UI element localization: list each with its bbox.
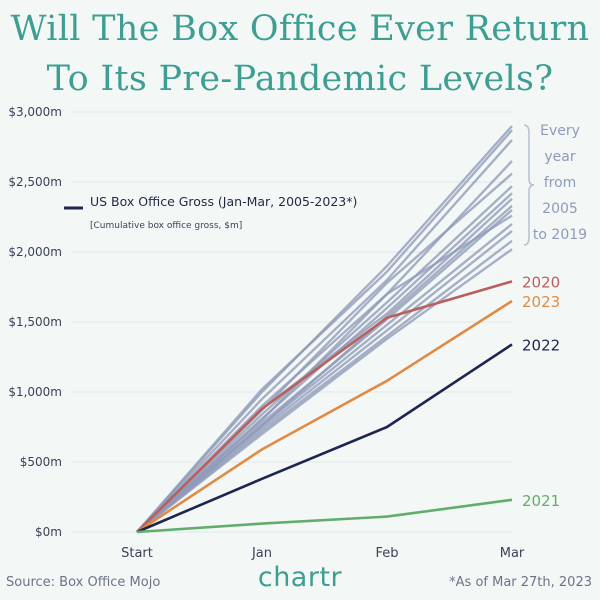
x-tick-label: Mar — [500, 546, 525, 561]
bracket-label-line: to 2019 — [533, 227, 587, 243]
series-line-2022 — [136, 343, 513, 534]
y-tick-label: $1,000m — [8, 385, 62, 399]
bracket — [523, 124, 535, 246]
chartr-logo: chartr — [257, 562, 343, 593]
series-label-2020: 2020 — [522, 273, 560, 291]
bracket-label-line: year — [544, 149, 575, 165]
title-line-1: Will The Box Office Ever Return — [10, 9, 590, 49]
series-line-2020 — [136, 280, 513, 533]
chart-title: Will The Box Office Ever Return To Its P… — [0, 4, 600, 104]
series-line-2023 — [136, 299, 513, 534]
y-tick-label: $1,500m — [8, 315, 62, 329]
legend-label: US Box Office Gross (Jan-Mar, 2005-2023*… — [90, 194, 357, 209]
bracket-label-line: 2005 — [542, 201, 578, 217]
x-tick-label: Feb — [375, 546, 398, 561]
y-tick-label: $0m — [35, 525, 62, 539]
historic-series-line — [136, 214, 513, 533]
bracket-label-line: from — [544, 175, 577, 191]
date-note: *As of Mar 27th, 2023 — [449, 575, 592, 590]
y-tick-label: $2,500m — [8, 175, 62, 189]
series-label-2021: 2021 — [522, 492, 560, 510]
title-line-2: To Its Pre-Pandemic Levels? — [46, 59, 554, 99]
historic-series-line — [136, 248, 513, 533]
y-tick-label: $500m — [20, 455, 62, 469]
bracket-label-line: Every — [540, 123, 580, 139]
x-tick-label: Jan — [251, 546, 272, 561]
historic-series-line — [136, 204, 513, 533]
series-line-2021 — [136, 498, 513, 534]
y-tick-label: $3,000m — [8, 105, 62, 119]
source-note: Source: Box Office Mojo — [6, 575, 161, 590]
series-label-2022: 2022 — [522, 336, 560, 354]
x-tick-label: Start — [121, 546, 153, 561]
historic-series-line — [136, 139, 513, 533]
legend-sublabel: [Cumulative box office gross, $m] — [90, 221, 242, 231]
series-label-2023: 2023 — [522, 293, 560, 311]
y-tick-label: $2,000m — [8, 245, 62, 259]
historic-series-line — [136, 129, 513, 533]
